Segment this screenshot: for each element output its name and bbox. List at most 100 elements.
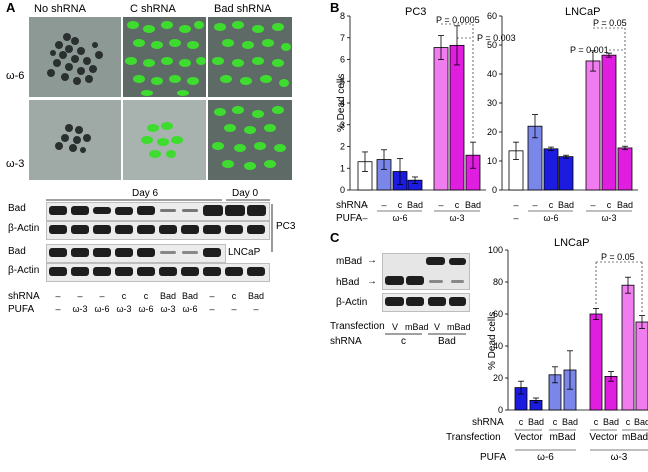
band (385, 297, 404, 306)
blot-a-pufa-value: ω-3 (116, 304, 132, 314)
blot-a-pufa-value: – (231, 304, 237, 314)
blot-a-row-bad-lncap: Bad (8, 246, 26, 257)
chart-b-shrna-value: c (397, 200, 403, 210)
blot-c-trans-v1: V (392, 322, 399, 332)
band (115, 225, 133, 234)
band (137, 248, 155, 257)
blot-a-pufa-value: – (55, 304, 61, 314)
y-tick-label: 20 (493, 373, 503, 383)
band (225, 205, 245, 216)
chart-c-shrna-value: c (518, 417, 524, 427)
pc3-p-value-1: P = 0.0005 (436, 15, 480, 25)
band (428, 297, 446, 306)
chart-b-shrna-value: Bad (406, 200, 424, 210)
cells-green-icon (212, 21, 291, 87)
band (49, 206, 67, 215)
chart-b-pufa-value: ω-3 (449, 213, 465, 223)
chart-b-pufa-value: – (362, 213, 368, 223)
band (429, 280, 443, 283)
blot-c-transfection-label: Transfection (330, 321, 385, 332)
band (203, 267, 221, 276)
arrow-icon: → (367, 276, 377, 287)
band (406, 276, 424, 285)
band (49, 248, 67, 257)
band (93, 267, 111, 276)
band (159, 267, 177, 276)
blot-a-pufa-value: ω-6 (138, 304, 154, 314)
blot-a-shrna-value: Bad (247, 291, 265, 301)
bar (589, 313, 603, 411)
chart-b-shrna-value: Bad (557, 200, 575, 210)
chart-c-p-value: P = 0.05 (601, 252, 635, 262)
chart-c-shrna-value: c (552, 417, 558, 427)
chart-b-pufa-value: ω-6 (543, 213, 559, 223)
blot-c-trans-v2: V (434, 322, 441, 332)
band (137, 225, 155, 234)
panel-b-label: B (330, 0, 340, 15)
band (247, 225, 265, 234)
band (182, 209, 198, 212)
blot-a-shrna-label: shRNA (8, 291, 40, 302)
band (93, 207, 111, 214)
cell-line-lncap: LNCaP (228, 247, 261, 258)
band (115, 248, 133, 257)
micrograph-c-shrna-w6 (123, 17, 206, 97)
chart-c-transfection-value: mBad (621, 432, 648, 443)
chart-c-title: LNCaP (554, 237, 590, 249)
chart-b-shrna-value: c (548, 200, 554, 210)
band (160, 251, 176, 254)
blot-a-pufa-label: PUFA (8, 304, 35, 315)
y-tick-label: 1 (340, 163, 345, 173)
band (451, 280, 464, 283)
chart-b-pufa-value: ω-6 (392, 213, 408, 223)
y-tick-label: 40 (493, 341, 503, 351)
blot-a-pufa-value: ω-3 (72, 304, 88, 314)
band (203, 248, 221, 257)
chart-b-shrna-value: Bad (616, 200, 634, 210)
blot-a-pufa-value: ω-6 (94, 304, 110, 314)
blot-c-row-actin: β-Actin (336, 297, 368, 308)
blot-a-row-actin-lncap: β-Actin (8, 265, 40, 276)
band (71, 206, 89, 215)
micrograph-c-shrna-w3 (123, 100, 206, 180)
day6-label: Day 6 (132, 188, 159, 199)
y-tick-label: 7 (340, 33, 345, 43)
arrow-icon: → (367, 255, 377, 266)
blot-c-shrna-label: shRNA (330, 336, 362, 347)
band (225, 267, 243, 276)
row-title-w6: ω-6 (6, 70, 25, 82)
cells-green-icon (141, 122, 183, 158)
micrograph-no-shrna-w6 (29, 17, 121, 97)
y-tick-label: 30 (487, 98, 497, 108)
y-tick-label: 50 (487, 40, 497, 50)
y-tick-label: 60 (493, 309, 503, 319)
band (203, 225, 221, 234)
band (182, 251, 198, 254)
blot-a-shrna-value: – (209, 291, 215, 301)
panel-c-label: C (330, 230, 340, 245)
band (137, 206, 155, 215)
bar (635, 321, 648, 411)
y-tick-label: 0 (492, 185, 497, 195)
chart-c-pufa-value: ω-3 (610, 452, 628, 463)
y-tick-label: 6 (340, 55, 345, 65)
band (247, 205, 266, 216)
bar (621, 284, 635, 411)
col-title-no-shrna: No shRNA (34, 3, 86, 15)
chart-c-shrna-value: Bad (561, 417, 579, 427)
band (137, 267, 155, 276)
chart-c-transfection-label: Transfection (446, 432, 501, 443)
chart-c-transfection-value: Vector (514, 432, 543, 443)
band (49, 267, 67, 276)
blot-a-pufa-value: ω-6 (182, 304, 198, 314)
band (71, 225, 89, 234)
col-title-c-shrna: C shRNA (130, 3, 176, 15)
blot-a-strip-bad-lncap (46, 244, 226, 263)
band (49, 225, 67, 234)
blot-a-shrna-value: c (143, 291, 149, 301)
lncap-p-value-1: P = 0.05 (593, 18, 627, 28)
blot-c-trans-mbad1: mBad (405, 322, 429, 332)
chart-c-shrna-label: shRNA (472, 417, 504, 428)
y-tick-label: 100 (488, 245, 503, 255)
